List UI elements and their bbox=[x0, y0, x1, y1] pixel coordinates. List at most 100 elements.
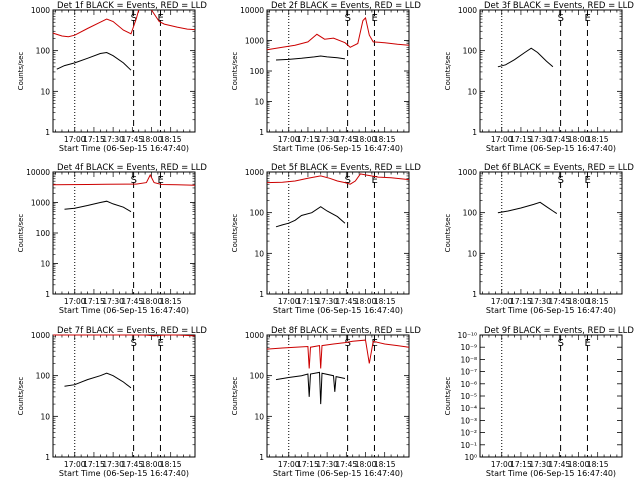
series-lld-line bbox=[53, 334, 196, 337]
x-tick-label: 18:00 bbox=[568, 460, 590, 469]
x-tick-label: 17:45 bbox=[122, 460, 144, 469]
marker-label: S bbox=[131, 13, 137, 24]
x-tick-label: 17:30 bbox=[102, 297, 124, 306]
y-tick-label: 1 bbox=[45, 290, 50, 299]
y-tick-label: 10 bbox=[40, 260, 50, 269]
x-tick-label: 17:45 bbox=[122, 297, 144, 306]
y-tick-label: 10⁻⁷ bbox=[460, 368, 477, 377]
x-tick-label: 17:45 bbox=[336, 135, 358, 144]
marker-label: S bbox=[558, 338, 564, 349]
y-tick-label: 10⁻³ bbox=[460, 416, 477, 425]
y-tick-label: 10⁻⁶ bbox=[460, 380, 477, 389]
marker-label: E bbox=[371, 13, 377, 24]
y-tick-label: 10⁰ bbox=[464, 453, 477, 462]
series-events-line bbox=[497, 47, 554, 68]
x-tick-label: 18:15 bbox=[160, 460, 182, 469]
x-tick-label: 17:45 bbox=[549, 297, 571, 306]
chart-title: Det 8f BLACK = Events, RED = LLD bbox=[271, 326, 421, 336]
y-tick-label: 1000 bbox=[458, 168, 477, 177]
y-tick-label: 10 bbox=[254, 249, 264, 258]
x-tick-label: 17:00 bbox=[491, 135, 513, 144]
panel-det-4: Det 4f BLACK = Events, RED = LLD 1 10 100 10… bbox=[17, 163, 207, 315]
plot-frame bbox=[479, 9, 623, 133]
plot-frame bbox=[52, 9, 196, 133]
y-tick-label: 10⁻⁴ bbox=[460, 404, 477, 413]
panel-det-9: Det 9f BLACK = Events, RED = LLD 10⁰ 10⁻¹ 1… bbox=[444, 326, 634, 478]
panel-det-7: Det 7f BLACK = Events, RED = LLD 1 10 100 10… bbox=[17, 326, 207, 478]
x-tick-label: 17:30 bbox=[102, 460, 124, 469]
y-tick-label: 1 bbox=[472, 128, 477, 137]
y-tick-label: 1000 bbox=[31, 331, 50, 340]
y-axis-label: Counts/sec bbox=[17, 214, 25, 253]
x-tick-label: 17:15 bbox=[83, 460, 105, 469]
y-tick-label: 10⁻¹⁰ bbox=[457, 331, 477, 340]
y-tick-label: 1 bbox=[259, 128, 264, 137]
x-tick-label: 17:15 bbox=[297, 135, 319, 144]
y-tick-label: 1000 bbox=[458, 6, 477, 15]
y-tick-label: 1 bbox=[472, 290, 477, 299]
marker-label: E bbox=[157, 338, 163, 349]
marker-label: S bbox=[558, 175, 564, 186]
y-tick-label: 100 bbox=[463, 47, 478, 56]
x-tick-label: 18:00 bbox=[568, 135, 590, 144]
x-axis-label: Start Time (06-Sep-15 16:47:40) bbox=[273, 144, 403, 153]
x-axis-label: Start Time (06-Sep-15 16:47:40) bbox=[59, 306, 189, 315]
x-tick-label: 18:00 bbox=[355, 460, 377, 469]
x-tick-label: 17:00 bbox=[278, 297, 300, 306]
panel-det-6: Det 6f BLACK = Events, RED = LLD 1 10 100 10… bbox=[444, 163, 634, 315]
panel-det-3: Det 3f BLACK = Events, RED = LLD 1 10 100 10… bbox=[444, 1, 634, 153]
y-tick-label: 10 bbox=[254, 412, 264, 421]
series-lld-line bbox=[52, 173, 196, 186]
x-axis-label: Start Time (06-Sep-15 16:47:40) bbox=[486, 306, 616, 315]
x-axis-label: Start Time (06-Sep-15 16:47:40) bbox=[273, 306, 403, 315]
x-tick-label: 17:30 bbox=[316, 135, 338, 144]
y-tick-label: 10⁻⁵ bbox=[460, 392, 477, 401]
marker-label: E bbox=[371, 338, 377, 349]
marker-label: S bbox=[131, 338, 137, 349]
chart-title: Det 1f BLACK = Events, RED = LLD bbox=[57, 1, 207, 11]
y-tick-label: 1 bbox=[259, 290, 264, 299]
x-tick-label: 17:45 bbox=[549, 460, 571, 469]
x-tick-label: 17:00 bbox=[64, 297, 86, 306]
marker-label: E bbox=[584, 338, 590, 349]
y-tick-label: 1 bbox=[45, 453, 50, 462]
series-events-line bbox=[275, 206, 346, 228]
x-tick-label: 17:15 bbox=[297, 460, 319, 469]
x-tick-label: 18:00 bbox=[141, 135, 163, 144]
x-tick-label: 18:15 bbox=[160, 297, 182, 306]
y-tick-label: 100 bbox=[250, 372, 265, 381]
y-tick-label: 10⁻¹ bbox=[460, 441, 477, 450]
x-tick-label: 17:45 bbox=[122, 135, 144, 144]
y-axis-label: Counts/sec bbox=[444, 377, 452, 416]
x-tick-label: 17:15 bbox=[510, 135, 532, 144]
chart-title: Det 7f BLACK = Events, RED = LLD bbox=[57, 326, 207, 336]
x-tick-label: 17:00 bbox=[278, 460, 300, 469]
marker-label: S bbox=[345, 338, 351, 349]
y-tick-label: 10⁻⁹ bbox=[460, 343, 477, 352]
series-events-line bbox=[275, 55, 346, 61]
chart-title: Det 6f BLACK = Events, RED = LLD bbox=[484, 163, 634, 173]
x-tick-label: 17:15 bbox=[83, 135, 105, 144]
panel-det-8: Det 8f BLACK = Events, RED = LLD 1 10 100 10… bbox=[231, 326, 421, 478]
marker-label: E bbox=[157, 175, 163, 186]
marker-label: S bbox=[345, 13, 351, 24]
x-tick-label: 17:30 bbox=[316, 297, 338, 306]
chart-title: Det 2f BLACK = Events, RED = LLD bbox=[271, 1, 421, 11]
y-tick-label: 10⁻² bbox=[460, 429, 477, 438]
x-axis-label: Start Time (06-Sep-15 16:47:40) bbox=[59, 144, 189, 153]
panel-det-2: Det 2f BLACK = Events, RED = LLD 1 10 100 10… bbox=[231, 1, 421, 153]
x-tick-label: 17:45 bbox=[336, 460, 358, 469]
series-events-line bbox=[497, 201, 558, 215]
y-axis-label: Counts/sec bbox=[17, 377, 25, 416]
x-tick-label: 17:15 bbox=[83, 297, 105, 306]
marker-label: S bbox=[558, 13, 564, 24]
x-tick-label: 17:45 bbox=[336, 297, 358, 306]
y-tick-label: 10 bbox=[40, 87, 50, 96]
series-events-line bbox=[64, 372, 132, 389]
chart-title: Det 4f BLACK = Events, RED = LLD bbox=[57, 163, 207, 173]
x-tick-label: 17:00 bbox=[278, 135, 300, 144]
marker-label: E bbox=[584, 175, 590, 186]
x-tick-label: 17:15 bbox=[510, 297, 532, 306]
x-tick-label: 18:00 bbox=[141, 460, 163, 469]
x-tick-label: 17:45 bbox=[549, 135, 571, 144]
